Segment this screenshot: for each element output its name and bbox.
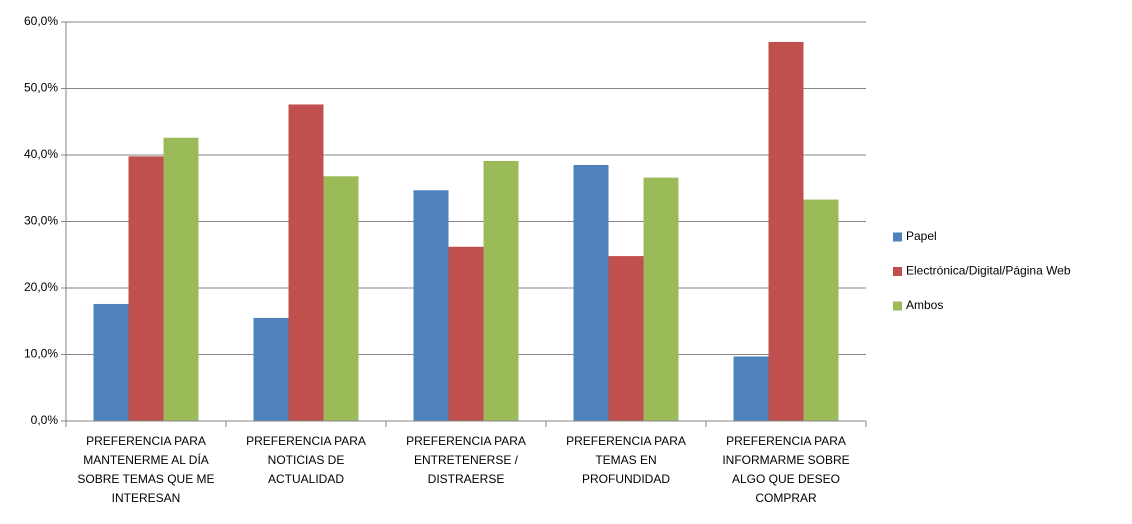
bar	[608, 256, 644, 421]
x-tick-label: PREFERENCIA PARA INFORMARME SOBRE ALGO Q…	[722, 434, 850, 505]
x-tick-label: PREFERENCIA PARA TEMAS EN PROFUNDIDAD	[566, 434, 686, 486]
bar	[768, 41, 804, 421]
bar	[163, 137, 199, 421]
bar	[323, 176, 359, 421]
y-tick-label: 10,0%	[24, 347, 58, 361]
bar	[128, 156, 164, 421]
y-tick-label: 20,0%	[24, 280, 58, 294]
legend-swatch	[893, 301, 902, 311]
bar	[733, 356, 769, 421]
y-tick-label: 40,0%	[24, 147, 58, 161]
x-tick-label: PREFERENCIA PARA MANTENERME AL DÍA SOBRE…	[77, 434, 215, 505]
bar	[483, 160, 519, 422]
legend-label: Electrónica/Digital/Página Web	[906, 264, 1071, 278]
y-tick-label: 60,0%	[24, 14, 58, 28]
y-tick-label: 50,0%	[24, 81, 58, 95]
y-tick-label: 0,0%	[31, 413, 59, 427]
x-tick-label: PREFERENCIA PARA ENTRETENERSE / DISTRAER…	[406, 434, 526, 486]
legend-label: Papel	[906, 229, 937, 243]
legend-swatch	[893, 232, 902, 242]
bar	[253, 317, 289, 421]
bar	[413, 190, 449, 421]
bar	[448, 246, 484, 421]
legend-label: Ambos	[906, 298, 943, 312]
legend-swatch	[893, 267, 902, 276]
bar	[643, 177, 679, 421]
x-tick-label: PREFERENCIA PARA NOTICIAS DE ACTUALIDAD	[246, 434, 366, 486]
bar	[803, 199, 839, 421]
bar	[573, 164, 609, 421]
bar	[93, 303, 129, 421]
bar	[288, 104, 324, 422]
y-tick-label: 30,0%	[24, 214, 58, 228]
